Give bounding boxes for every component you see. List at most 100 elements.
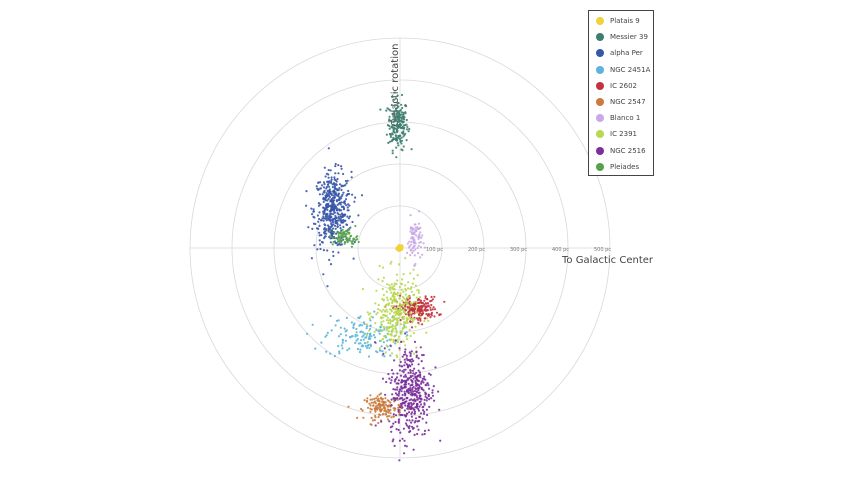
data-point	[411, 363, 414, 366]
data-point	[341, 215, 344, 218]
data-point	[395, 428, 398, 431]
legend-item[interactable]: NGC 2516	[589, 143, 653, 159]
data-point	[389, 401, 392, 404]
data-point	[350, 241, 353, 244]
data-point	[406, 404, 409, 407]
data-point	[322, 186, 326, 189]
radial-tick-label: 100 pc	[426, 247, 443, 253]
data-point	[356, 416, 359, 419]
data-point	[342, 235, 345, 238]
data-point	[350, 321, 353, 324]
data-point	[388, 118, 391, 121]
data-point	[390, 103, 393, 107]
data-point	[412, 402, 415, 405]
legend-marker-icon	[596, 162, 604, 171]
data-point	[395, 376, 399, 379]
data-point	[414, 379, 417, 383]
data-point	[415, 384, 418, 387]
data-point	[390, 352, 394, 355]
data-point	[384, 351, 387, 354]
data-point	[421, 253, 424, 256]
data-point	[413, 340, 417, 343]
legend-label: Platais 9	[610, 17, 640, 26]
data-point	[381, 404, 384, 407]
data-point	[355, 327, 358, 331]
legend-item[interactable]: alpha Per	[589, 45, 653, 61]
data-point	[420, 382, 423, 385]
data-point	[373, 336, 377, 339]
data-point	[413, 390, 416, 393]
data-point	[410, 232, 413, 235]
data-point	[325, 334, 328, 337]
data-point	[357, 342, 360, 345]
data-point	[400, 332, 403, 335]
data-point	[433, 315, 436, 318]
data-point	[336, 244, 339, 247]
data-point	[410, 412, 413, 415]
data-point	[332, 205, 335, 208]
data-point	[412, 231, 416, 234]
data-point	[395, 322, 398, 325]
data-point	[420, 312, 423, 315]
data-point	[403, 350, 407, 354]
data-point	[419, 397, 422, 400]
data-point	[383, 326, 386, 329]
data-point	[352, 237, 355, 240]
data-point	[409, 318, 412, 321]
data-point	[417, 409, 420, 412]
data-point	[389, 308, 392, 311]
data-point	[394, 327, 397, 330]
data-point	[324, 335, 327, 338]
data-point	[410, 148, 413, 151]
data-point	[330, 329, 333, 332]
data-point	[334, 162, 337, 166]
data-point	[373, 419, 376, 422]
legend-item[interactable]: Platais 9	[589, 13, 653, 29]
legend-label: Blanco 1	[610, 114, 641, 123]
data-point	[344, 219, 347, 222]
data-point	[400, 116, 403, 119]
data-point	[310, 207, 313, 210]
legend-item[interactable]: IC 2391	[589, 126, 653, 142]
legend-item[interactable]: Messier 39	[589, 29, 653, 45]
data-point	[347, 217, 350, 220]
data-point	[326, 183, 330, 186]
data-point	[389, 381, 392, 384]
data-point	[390, 119, 393, 122]
data-point	[415, 376, 418, 379]
data-point	[351, 193, 354, 196]
data-point	[400, 288, 403, 291]
data-point	[381, 337, 385, 341]
data-point	[387, 415, 391, 418]
data-point	[379, 316, 383, 319]
data-point	[410, 350, 413, 353]
data-point	[387, 108, 390, 111]
data-point	[330, 222, 333, 225]
data-point	[398, 302, 401, 305]
data-point	[396, 388, 399, 391]
data-point	[393, 118, 396, 121]
legend-item[interactable]: NGC 2451A	[589, 62, 653, 78]
data-point	[415, 229, 418, 233]
legend-item[interactable]: NGC 2547	[589, 94, 653, 110]
data-point	[405, 320, 408, 323]
data-point	[396, 355, 399, 359]
data-point	[420, 360, 423, 363]
data-point	[415, 406, 418, 409]
data-point	[396, 397, 399, 400]
legend-item[interactable]: Blanco 1	[589, 110, 653, 126]
legend-item[interactable]: Pleiades	[589, 159, 653, 175]
data-point	[379, 108, 382, 111]
data-point	[428, 372, 431, 375]
data-point	[348, 231, 351, 234]
data-point	[401, 393, 404, 397]
data-point	[379, 309, 382, 312]
data-point	[326, 212, 329, 215]
data-point	[387, 400, 390, 403]
data-point	[395, 382, 398, 385]
data-point	[325, 350, 328, 353]
data-point	[396, 130, 399, 133]
data-point	[418, 305, 421, 308]
legend-item[interactable]: IC 2602	[589, 78, 653, 94]
data-point	[419, 231, 422, 234]
